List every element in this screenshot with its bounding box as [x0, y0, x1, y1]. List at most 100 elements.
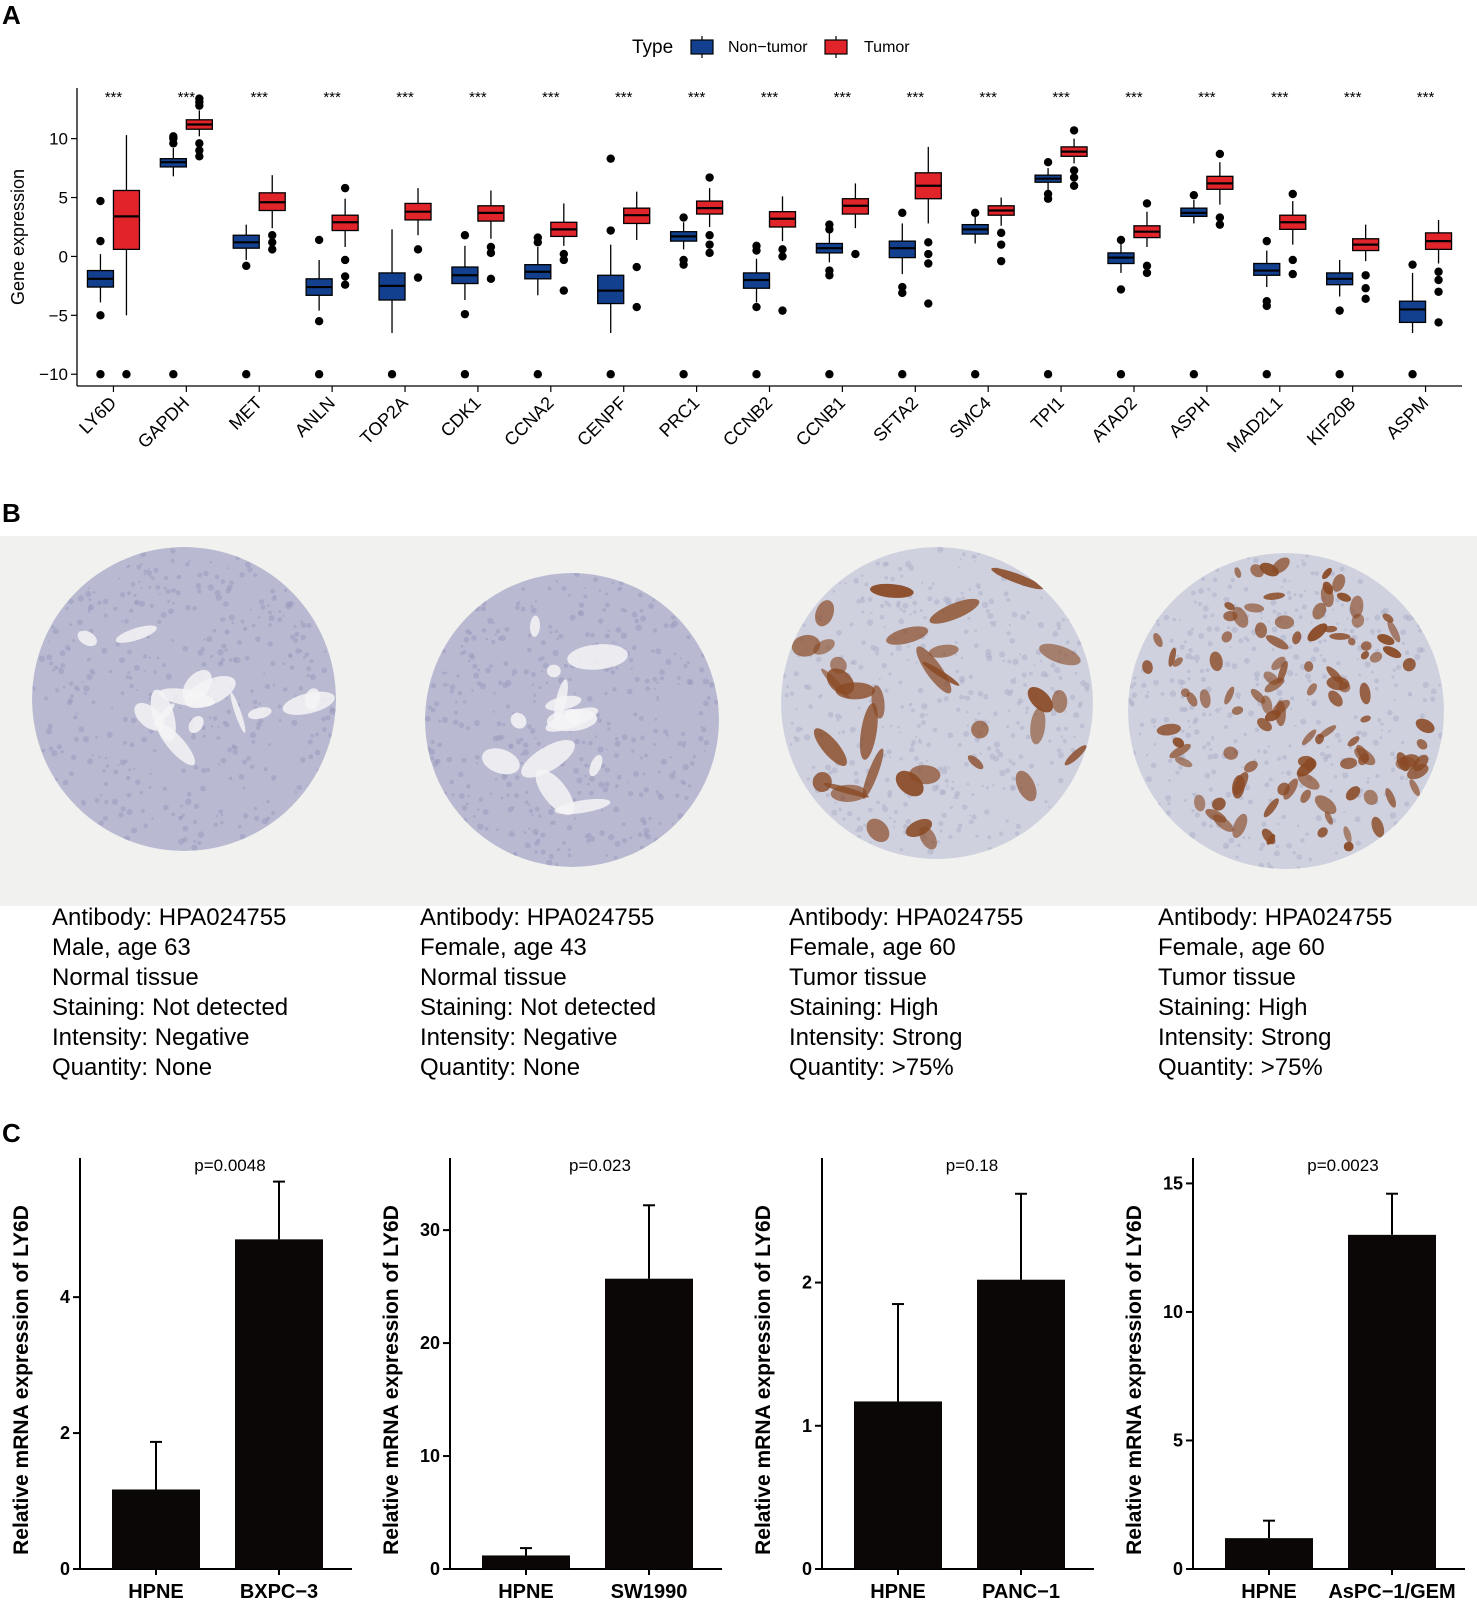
tissue-texture: [1313, 646, 1320, 653]
tissue-texture: [1314, 590, 1319, 595]
tissue-texture: [484, 667, 491, 674]
tissue-texture: [526, 724, 532, 729]
tissue-texture: [1160, 691, 1165, 696]
tissue-texture: [892, 826, 896, 829]
tissue-texture: [1167, 801, 1171, 806]
tissue-texture: [1420, 647, 1425, 653]
tissue-texture: [837, 731, 841, 735]
tissue-texture: [926, 634, 929, 637]
tissue-texture: [215, 594, 222, 601]
tissue-texture: [247, 567, 253, 573]
tissue-texture: [268, 610, 272, 615]
tissue-texture: [304, 652, 309, 657]
tissue-texture: [1193, 717, 1199, 723]
tissue-texture: [939, 829, 943, 833]
tissue-texture: [153, 670, 158, 674]
tissue-texture: [916, 724, 921, 728]
tissue-texture: [588, 835, 595, 842]
tissue-texture: [1007, 709, 1011, 713]
tissue-texture: [928, 586, 933, 591]
tissue-texture: [224, 629, 230, 635]
tissue-texture: [583, 594, 588, 599]
tissue-texture: [914, 735, 918, 739]
tissue-texture: [1414, 653, 1421, 661]
tissue-texture: [986, 655, 993, 662]
tissue-texture: [554, 629, 558, 633]
tissue-texture: [614, 641, 617, 644]
tissue-texture: [251, 623, 256, 628]
tissue-texture: [129, 608, 134, 613]
tissue-texture: [1243, 732, 1248, 737]
tissue-texture: [306, 666, 311, 672]
tissue-texture: [954, 653, 957, 657]
caption-sex-age: Male, age 63: [52, 934, 191, 961]
stained-region: [1360, 641, 1372, 651]
tissue-gap: [510, 712, 527, 729]
tissue-texture: [454, 700, 458, 704]
tissue-texture: [201, 725, 206, 730]
tissue-texture: [156, 656, 160, 660]
tissue-texture: [1153, 679, 1159, 686]
tissue-texture: [104, 757, 107, 760]
tissue-gap: [150, 689, 176, 742]
caption-intensity: Intensity: Negative: [420, 1024, 618, 1051]
significance-label: ***: [250, 89, 268, 106]
tissue-texture: [193, 839, 197, 843]
tissue-texture: [273, 594, 277, 598]
x-tick-label: LY6D: [75, 393, 120, 438]
tissue-texture: [65, 606, 69, 610]
tissue-texture: [62, 779, 69, 786]
tissue-texture: [870, 612, 873, 615]
tissue-texture: [85, 591, 92, 598]
tissue-texture: [1393, 699, 1396, 702]
ihc-caption-3: Antibody: HPA024755 Female, age 60 Tumor…: [789, 903, 1023, 1083]
tissue-texture: [675, 793, 680, 798]
tissue-texture: [985, 648, 992, 655]
tissue-texture: [105, 764, 110, 768]
tissue-texture: [496, 721, 502, 727]
tissue-texture: [1037, 621, 1044, 629]
tissue-texture: [533, 693, 537, 697]
caption-intensity: Intensity: Negative: [52, 1024, 250, 1051]
tissue-texture: [429, 755, 435, 762]
legend-label-1: Tumor: [864, 39, 910, 56]
tissue-texture: [1306, 698, 1309, 701]
gene-group-ccna2: ***CCNA2: [500, 89, 578, 450]
tissue-texture: [568, 677, 572, 682]
tissue-texture: [1018, 754, 1024, 760]
non-tumor-outlier: [679, 213, 688, 222]
tissue-texture: [300, 620, 304, 624]
stained-region: [1318, 725, 1337, 739]
stained-region: [1283, 778, 1299, 800]
tissue-texture: [640, 735, 645, 740]
tissue-texture: [477, 668, 481, 672]
tissue-texture: [1215, 567, 1220, 572]
tissue-texture: [1185, 732, 1192, 739]
significance-label: ***: [1052, 89, 1070, 106]
tissue-texture: [890, 652, 894, 656]
tissue-texture: [238, 824, 242, 829]
tissue-texture: [1365, 617, 1369, 621]
tissue-texture: [494, 778, 498, 781]
tissue-texture: [494, 633, 497, 636]
tissue-texture: [854, 778, 860, 785]
tumor-outlier: [996, 256, 1006, 266]
tissue-texture: [1298, 593, 1304, 598]
x-tick-label: HPNE: [128, 1581, 184, 1603]
tissue-texture: [55, 688, 59, 693]
tissue-texture: [1208, 787, 1214, 792]
tissue-texture: [492, 621, 495, 624]
tissue-texture: [1300, 718, 1307, 725]
tissue-texture: [255, 725, 261, 730]
ihc-image-strip: [0, 536, 1477, 906]
tissue-texture: [681, 732, 686, 737]
tissue-texture: [309, 673, 316, 681]
tissue-texture: [508, 831, 515, 838]
stained-region: [929, 598, 980, 624]
tissue-texture: [94, 798, 100, 804]
tissue-texture: [642, 772, 646, 776]
stained-region: [1312, 602, 1327, 620]
tissue-texture: [572, 798, 577, 803]
tissue-texture: [140, 808, 145, 813]
tissue-texture: [1227, 712, 1233, 718]
